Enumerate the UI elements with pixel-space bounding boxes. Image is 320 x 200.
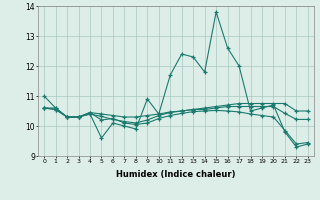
- X-axis label: Humidex (Indice chaleur): Humidex (Indice chaleur): [116, 170, 236, 179]
